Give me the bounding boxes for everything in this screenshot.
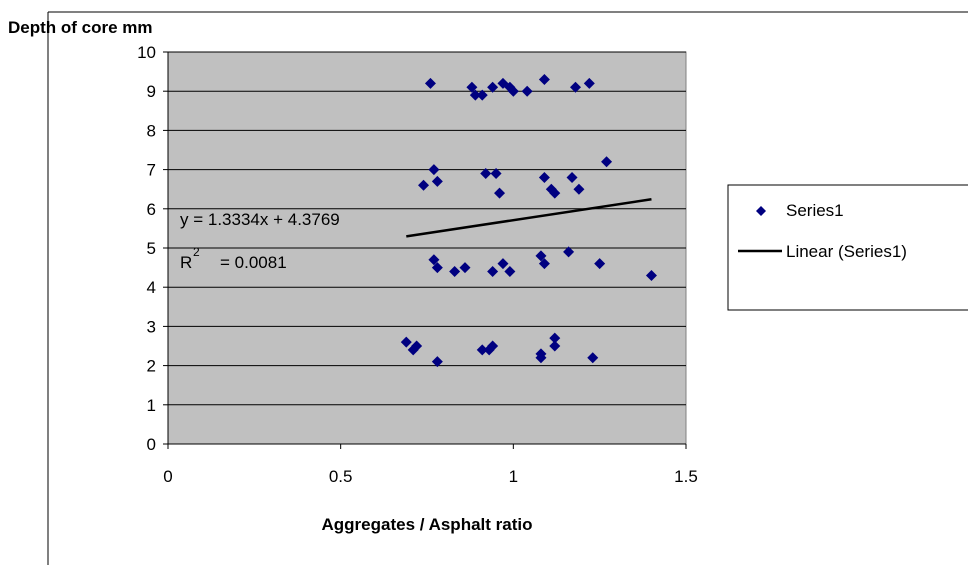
data-point bbox=[521, 85, 533, 97]
trendline-line bbox=[406, 198, 652, 238]
y-tick-label: 4 bbox=[147, 278, 156, 297]
data-point bbox=[476, 89, 488, 101]
y-tick-label: 7 bbox=[147, 161, 156, 180]
data-point bbox=[645, 269, 657, 281]
x-tick-label: 0.5 bbox=[329, 467, 353, 486]
y-tick-label: 2 bbox=[147, 357, 156, 376]
x-tick-labels: 0 0.5 1 1.5 bbox=[163, 467, 698, 486]
data-point bbox=[487, 266, 499, 278]
trendline bbox=[406, 198, 652, 238]
data-point bbox=[400, 336, 412, 348]
y-tick-label: 3 bbox=[147, 317, 156, 336]
data-point bbox=[507, 85, 519, 97]
data-point bbox=[449, 266, 461, 278]
trendline-equation: y = 1.3334x + 4.3769 bbox=[180, 210, 340, 229]
y-tick-label: 9 bbox=[147, 82, 156, 101]
data-point bbox=[549, 187, 561, 199]
data-point bbox=[583, 77, 595, 89]
data-point bbox=[428, 254, 440, 266]
trendline-r2-value: = 0.0081 bbox=[220, 253, 287, 272]
data-point bbox=[566, 171, 578, 183]
data-point bbox=[431, 356, 443, 368]
data-point bbox=[490, 168, 502, 180]
data-point bbox=[431, 262, 443, 274]
x-tick-label: 1 bbox=[509, 467, 518, 486]
data-point bbox=[466, 81, 478, 93]
y-tick-labels: 0 1 2 3 4 5 6 7 8 9 10 bbox=[137, 43, 156, 454]
trendline-r2-label: R bbox=[180, 253, 192, 272]
data-point bbox=[594, 258, 606, 270]
data-point bbox=[538, 171, 550, 183]
y-tick-label: 8 bbox=[147, 121, 156, 140]
y-tick-label: 1 bbox=[147, 396, 156, 415]
y-tick-label: 0 bbox=[147, 435, 156, 454]
legend-series1-label: Series1 bbox=[786, 201, 844, 220]
data-point bbox=[411, 340, 423, 352]
data-point bbox=[587, 352, 599, 364]
data-point bbox=[538, 258, 550, 270]
scatter-points bbox=[400, 73, 657, 368]
data-point bbox=[538, 73, 550, 85]
axes bbox=[163, 51, 687, 449]
data-point bbox=[431, 175, 443, 187]
data-point bbox=[459, 262, 471, 274]
data-point bbox=[424, 77, 436, 89]
x-tick-label: 1.5 bbox=[674, 467, 698, 486]
data-point bbox=[428, 164, 440, 176]
legend-box bbox=[727, 184, 968, 311]
data-point bbox=[535, 348, 547, 360]
y-tick-label: 5 bbox=[147, 239, 156, 258]
data-point bbox=[476, 344, 488, 356]
y-axis-title: Depth of core mm bbox=[8, 18, 153, 37]
data-point bbox=[418, 179, 430, 191]
y-tick-label: 10 bbox=[137, 43, 156, 62]
data-point bbox=[497, 258, 509, 270]
x-axis-title: Aggregates / Asphalt ratio bbox=[322, 515, 533, 534]
data-point bbox=[601, 156, 613, 168]
data-point bbox=[469, 89, 481, 101]
data-point bbox=[569, 81, 581, 93]
data-point bbox=[487, 81, 499, 93]
legend-series1-marker bbox=[756, 206, 766, 216]
trendline-r2-superscript: 2 bbox=[193, 245, 200, 259]
data-point bbox=[494, 187, 506, 199]
data-point bbox=[573, 183, 585, 195]
data-point bbox=[549, 332, 561, 344]
gridlines bbox=[168, 51, 686, 406]
legend-trendline-label: Linear (Series1) bbox=[786, 242, 907, 261]
data-point bbox=[487, 340, 499, 352]
data-point bbox=[549, 340, 561, 352]
data-point bbox=[504, 266, 516, 278]
data-point bbox=[563, 246, 575, 258]
x-tick-label: 0 bbox=[163, 467, 172, 486]
data-point bbox=[480, 168, 492, 180]
data-point bbox=[535, 250, 547, 262]
y-tick-label: 6 bbox=[147, 200, 156, 219]
